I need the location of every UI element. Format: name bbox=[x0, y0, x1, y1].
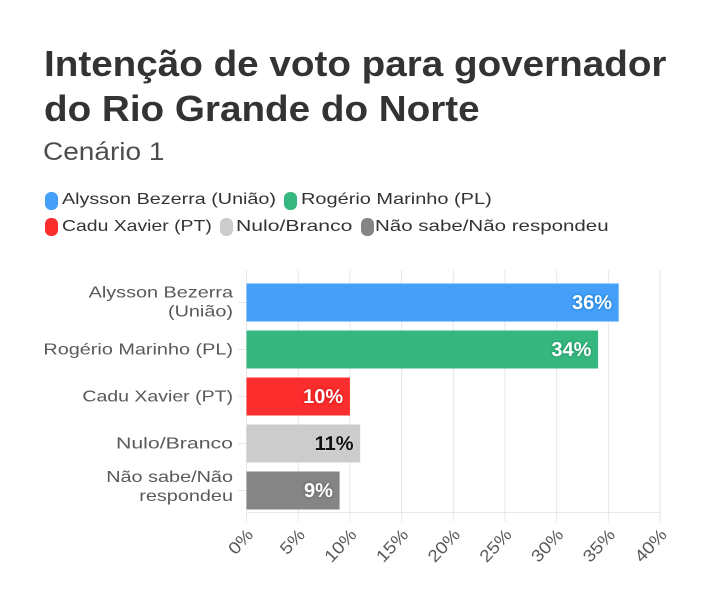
svg-text:11%: 11% bbox=[315, 433, 354, 455]
svg-text:25%: 25% bbox=[476, 525, 516, 566]
svg-text:15%: 15% bbox=[372, 525, 412, 566]
svg-text:30%: 30% bbox=[527, 525, 567, 566]
svg-text:40%: 40% bbox=[631, 525, 671, 566]
svg-text:Não sabe/Não: Não sabe/Não bbox=[106, 468, 233, 486]
svg-text:36%: 36% bbox=[572, 292, 612, 314]
svg-text:34%: 34% bbox=[551, 339, 591, 361]
svg-text:(União): (União) bbox=[168, 302, 233, 320]
svg-text:10%: 10% bbox=[303, 386, 343, 408]
svg-text:Rogério Marinho (PL): Rogério Marinho (PL) bbox=[43, 340, 233, 358]
svg-text:35%: 35% bbox=[579, 525, 619, 566]
svg-text:Nulo/Branco: Nulo/Branco bbox=[116, 434, 233, 452]
svg-text:5%: 5% bbox=[276, 525, 309, 558]
svg-text:Alysson Bezerra: Alysson Bezerra bbox=[89, 283, 234, 301]
svg-text:10%: 10% bbox=[321, 525, 361, 566]
svg-text:20%: 20% bbox=[424, 525, 464, 566]
svg-text:0%: 0% bbox=[224, 525, 257, 558]
svg-text:Cadu Xavier (PT): Cadu Xavier (PT) bbox=[82, 387, 233, 405]
svg-text:respondeu: respondeu bbox=[139, 487, 233, 505]
svg-text:9%: 9% bbox=[304, 480, 333, 502]
